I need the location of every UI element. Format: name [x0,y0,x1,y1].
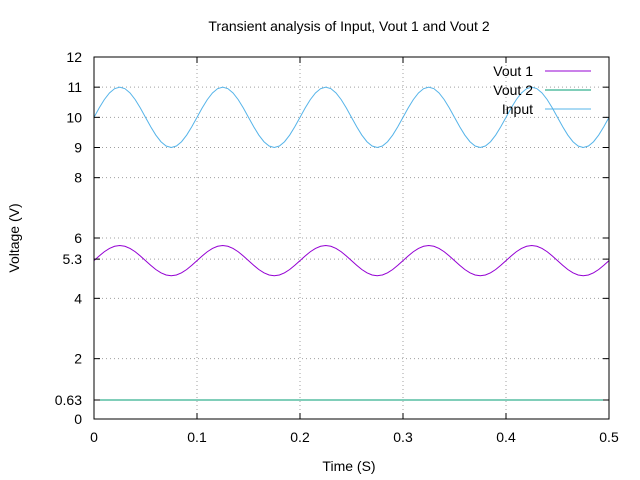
y-tick-label: 4 [74,290,82,306]
y-tick-label: 8 [74,170,82,186]
y-tick-label: 2 [74,351,82,367]
x-axis-label: Time (S) [322,458,375,474]
y-tick-label: 11 [67,79,82,95]
x-tick-label: 0.1 [187,429,207,445]
y-tick-label: 6 [74,230,82,246]
legend-label-vout-1: Vout 1 [493,63,533,79]
x-tick-label: 0.4 [496,429,516,445]
y-tick-label: 9 [74,140,82,156]
ticks: 0 0.1 0.2 0.3 0.4 0.5 0 0.63 2 4 5.3 6 8 9 10 11 12 [55,49,619,445]
y-tick-label: 12 [66,49,82,65]
y-tick-label: 0 [74,411,82,427]
legend-label-input: Input [502,101,533,117]
series-layer [93,86,610,401]
x-tick-label: 0 [90,429,98,445]
y-tick-label: 10 [66,109,82,125]
series-line-vout-1 [93,245,610,277]
legend: Vout 1 Vout 2 Input [493,63,591,117]
x-tick-label: 0.3 [393,429,413,445]
y-tick-label: 5.3 [63,251,83,267]
legend-label-vout-2: Vout 2 [493,82,533,98]
x-tick-label: 0.5 [599,429,619,445]
series-line-input [93,86,610,149]
x-tick-label: 0.2 [290,429,310,445]
y-tick-label: 0.63 [55,392,82,408]
y-axis-label: Voltage (V) [6,203,22,272]
chart-title: Transient analysis of Input, Vout 1 and … [208,18,489,34]
